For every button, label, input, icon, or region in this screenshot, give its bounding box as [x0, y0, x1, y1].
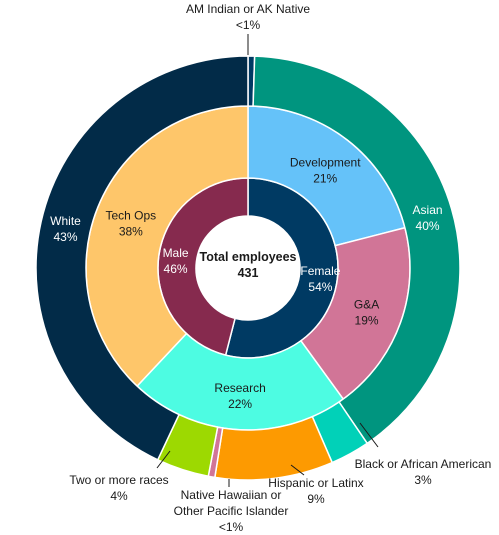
slice-label: Development: [290, 155, 361, 169]
slice-label: Female: [300, 264, 340, 278]
slice-label: Hispanic or Latinx: [268, 476, 363, 490]
slice-label: Research: [214, 381, 265, 395]
gender-label-female: Female 54%: [300, 264, 340, 294]
race-label-native-hawaiian-or-other-pacific-islander: Native Hawaiian or Other Pacific Islander…: [174, 488, 289, 534]
slice-label: AM Indian or AK Native: [186, 2, 310, 16]
chart-labels: Female 54% Male 46% Development 21% G&A 19% Rese…: [50, 2, 491, 534]
slice-label: Two or more races: [69, 473, 168, 487]
slice-label: White: [50, 214, 81, 228]
chart-slices: [35, 55, 461, 481]
race-label-asian: Asian 40%: [413, 203, 443, 233]
slice-value: 21%: [313, 171, 337, 185]
leader-lines: [156, 34, 379, 487]
race-label-hispanic-or-latinx: Hispanic or Latinx 9%: [268, 476, 363, 506]
leader-line-black-or-african-american: [359, 422, 379, 448]
dept-label-tech-ops: Tech Ops 38%: [105, 209, 156, 239]
dept-label-ganda: G&A 19%: [354, 298, 379, 328]
slice-value: 46%: [164, 262, 188, 276]
slice-value: 4%: [110, 489, 128, 503]
slice-value: 54%: [308, 280, 332, 294]
slice-label: Tech Ops: [105, 209, 156, 223]
race-label-two-or-more-races: Two or more races 4%: [69, 473, 168, 503]
slice-value: 22%: [228, 397, 252, 411]
slice-value: 38%: [119, 225, 143, 239]
slice-value: 40%: [416, 219, 440, 233]
chart-center: Total employees 431: [199, 250, 296, 280]
slice-value: 19%: [355, 314, 379, 328]
race-label-am-indian-or-ak-native: AM Indian or AK Native <1%: [186, 2, 310, 32]
slice-label: G&A: [354, 298, 379, 312]
slice-value: <1%: [236, 18, 261, 32]
race-slice-white: [35, 55, 249, 461]
slice-label: Black or African American: [355, 457, 492, 471]
dept-label-research: Research 22%: [214, 381, 265, 411]
center-title: Total employees: [199, 250, 296, 264]
leader-line-hispanic-or-latinx: [290, 464, 305, 476]
slice-label: Native Hawaiian or Other Pacific Islander: [174, 488, 289, 518]
center-value: 431: [238, 266, 259, 280]
race-label-white: White 43%: [50, 214, 81, 244]
slice-value: 3%: [414, 473, 432, 487]
leader-line-two-or-more-races: [156, 450, 171, 469]
slice-value: 43%: [53, 230, 77, 244]
race-label-black-or-african-american: Black or African American 3%: [355, 457, 492, 487]
slice-value: <1%: [219, 520, 244, 534]
gender-label-male: Male 46%: [163, 246, 189, 276]
slice-label: Male: [163, 246, 189, 260]
slice-value: 9%: [307, 492, 325, 506]
dept-label-development: Development 21%: [290, 155, 361, 185]
slice-label: Asian: [413, 203, 443, 217]
